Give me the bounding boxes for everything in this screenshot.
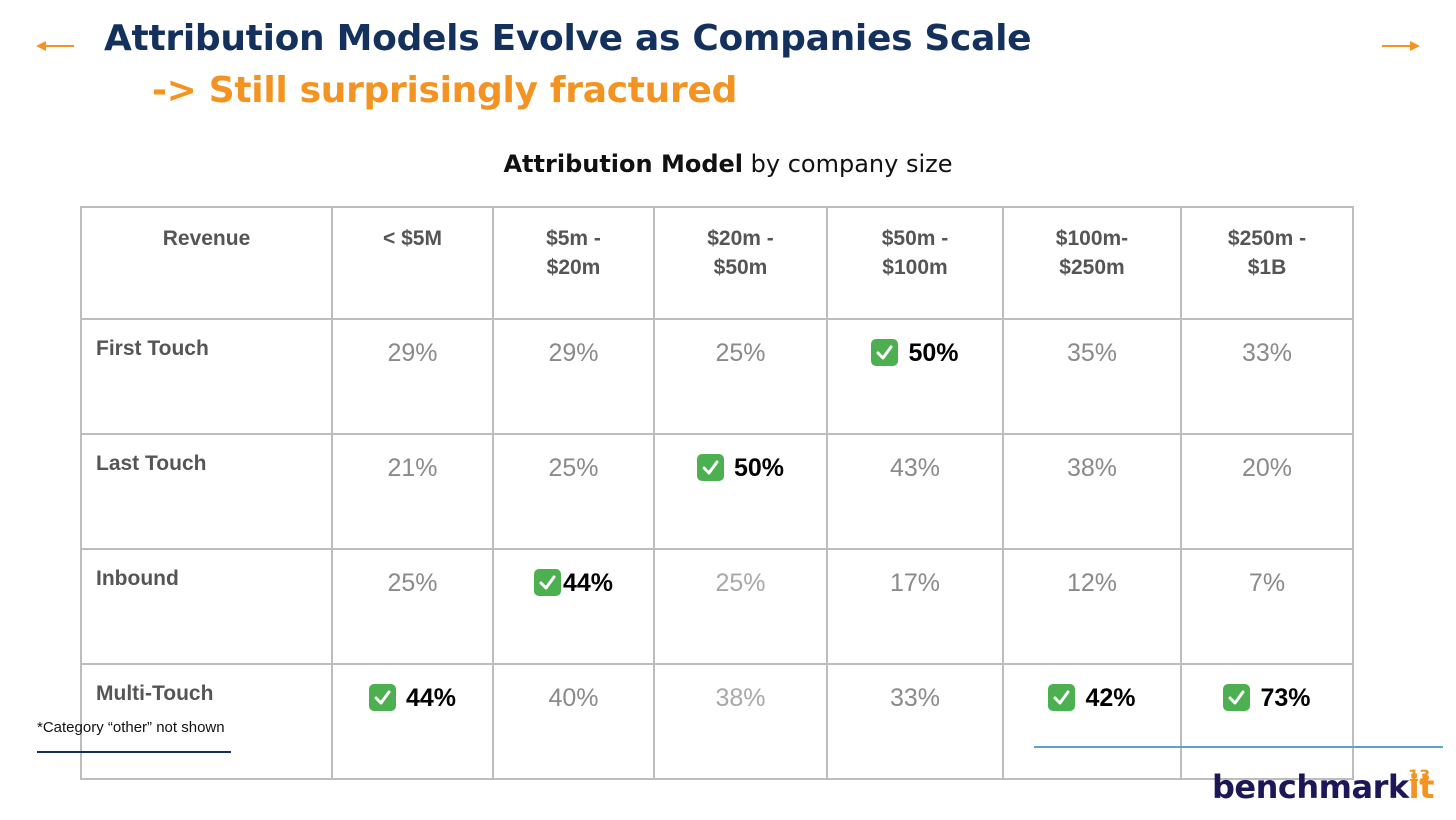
table-row: Multi-Touch 44% 40% 38% 33% 42% 73% [80,663,1354,780]
value-cell: 25% [331,548,494,665]
footnote: *Category “other” not shown [37,719,225,736]
row-label: Last Touch [80,433,333,550]
checkmark-icon [1048,684,1076,711]
previous-arrow-icon[interactable] [34,34,78,58]
table-row: Last Touch 21% 25% 50% 43% 38% 20% [80,433,1354,550]
table-title-bold: Attribution Model [503,150,744,178]
value-cell: 29% [331,318,494,435]
checkmark-icon [1223,684,1251,711]
checkmark-icon [533,569,561,596]
value-cell: 20% [1180,433,1354,550]
value-cell-highlighted: 50% [826,318,1004,435]
value-cell: 7% [1180,548,1354,665]
table-row: First Touch 29% 29% 25% 50% 35% 33% [80,318,1354,435]
attribution-table: Revenue < $5M $5m - $20m $20m - $50m $50m … [80,206,1354,780]
value-text: 44% [562,569,614,597]
value-text: 50% [733,454,785,482]
value-cell: 33% [1180,318,1354,435]
value-cell-highlighted: 44% [492,548,655,665]
value-cell: 33% [826,663,1004,780]
value-cell-highlighted: 42% [1002,663,1182,780]
value-cell-highlighted: 73% [1180,663,1354,780]
value-cell: 25% [653,548,828,665]
checkmark-icon [871,339,899,366]
header-cell: $50m - $100m [826,206,1004,320]
value-text: 73% [1260,684,1311,712]
page-subtitle: -> Still surprisingly fractured [152,70,738,111]
value-cell: 29% [492,318,655,435]
table-title-rest: by company size [743,150,953,178]
table-row: Inbound 25% 44% 25% 17% 12% 7% [80,548,1354,665]
row-label: Multi-Touch [80,663,333,780]
value-cell: 40% [492,663,655,780]
logo-main-text: benchmark [1212,768,1409,806]
value-cell-highlighted: 50% [653,433,828,550]
header-cell-revenue: Revenue [80,206,333,320]
page-number: 13 [1408,766,1431,785]
value-cell: 25% [492,433,655,550]
table-header-row: Revenue < $5M $5m - $20m $20m - $50m $50m … [80,206,1354,320]
header-cell: $20m - $50m [653,206,828,320]
header-cell: < $5M [331,206,494,320]
table-title: Attribution Model by company size [0,150,1456,178]
value-text: 44% [405,684,457,712]
value-cell: 25% [653,318,828,435]
row-label: First Touch [80,318,333,435]
value-cell: 17% [826,548,1004,665]
value-text: 50% [908,339,959,367]
checkmark-icon [696,454,724,481]
value-cell-highlighted: 44% [331,663,494,780]
value-cell: 12% [1002,548,1182,665]
header-cell: $100m- $250m [1002,206,1182,320]
value-cell: 38% [653,663,828,780]
footnote-divider [37,751,231,753]
header-cell: $250m - $1B [1180,206,1354,320]
value-cell: 35% [1002,318,1182,435]
checkmark-icon [368,684,396,711]
footer-divider [1034,746,1443,748]
value-text: 42% [1085,684,1136,712]
header-cell: $5m - $20m [492,206,655,320]
benchmarkit-logo: benchmarkit [1212,768,1434,806]
page-title: Attribution Models Evolve as Companies S… [104,18,1032,59]
logo-accent-text: it [1408,768,1435,806]
value-cell: 38% [1002,433,1182,550]
next-arrow-icon[interactable] [1378,34,1422,58]
value-cell: 43% [826,433,1004,550]
row-label: Inbound [80,548,333,665]
value-cell: 21% [331,433,494,550]
